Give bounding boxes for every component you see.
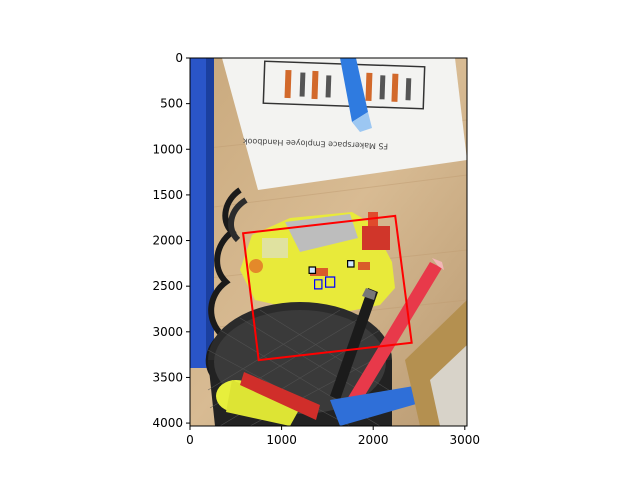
blue-cluster-1 bbox=[314, 279, 323, 290]
y-tick-label: 2500 bbox=[152, 279, 183, 293]
y-tick-label: 3500 bbox=[152, 370, 183, 384]
x-tick-label: 3000 bbox=[450, 433, 481, 447]
y-tick-label: 500 bbox=[160, 97, 183, 111]
small-box-2 bbox=[347, 260, 355, 268]
y-tick-label: 2000 bbox=[152, 234, 183, 248]
small-box-1 bbox=[308, 266, 317, 274]
blue-cluster-2 bbox=[325, 276, 336, 288]
x-tick-label: 0 bbox=[186, 433, 194, 447]
x-axis: 0 1000 2000 3000 bbox=[186, 426, 480, 447]
axes-frame bbox=[189, 57, 468, 427]
y-tick-label: 1500 bbox=[152, 188, 183, 202]
y-axis: 0 500 1000 1500 2000 2500 3000 3500 4000 bbox=[152, 51, 190, 430]
photo-image: FS Makerspace Employee Handbook bbox=[190, 58, 467, 426]
large-red-quadrilateral bbox=[241, 214, 413, 362]
y-tick-label: 1000 bbox=[152, 142, 183, 156]
y-tick-label: 3000 bbox=[152, 325, 183, 339]
x-tick-label: 1000 bbox=[266, 433, 297, 447]
y-tick-label: 4000 bbox=[152, 416, 183, 430]
y-tick-label: 0 bbox=[175, 51, 183, 65]
annotations bbox=[241, 214, 413, 362]
x-tick-label: 2000 bbox=[358, 433, 389, 447]
